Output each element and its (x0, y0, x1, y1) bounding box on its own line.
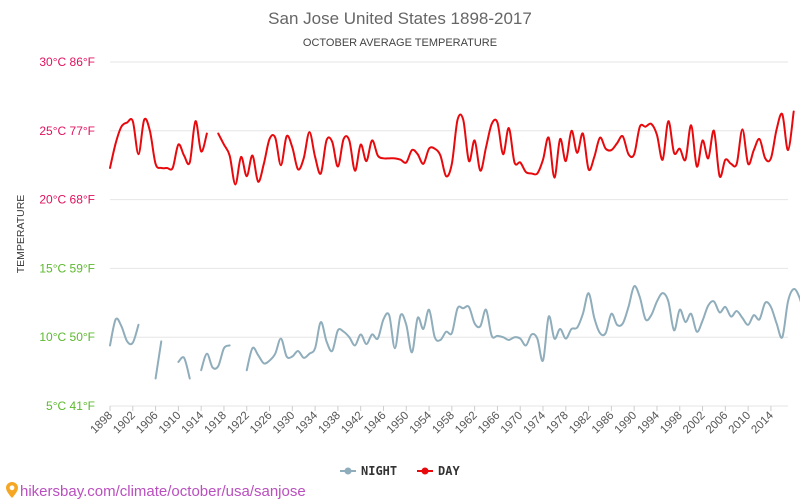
chart-subtitle: OCTOBER AVERAGE TEMPERATURE (303, 37, 497, 49)
series-line-night (109, 317, 140, 347)
location-pin-icon (6, 482, 18, 498)
x-tick-label: 1906 (134, 410, 161, 437)
x-tick-label: 1998 (658, 410, 685, 437)
legend-day-label: DAY (438, 464, 460, 478)
x-tick-label: 1922 (225, 410, 252, 437)
gridlines (110, 61, 788, 407)
series-lines (109, 110, 800, 380)
legend-day-dot-icon (421, 467, 429, 475)
x-tick-label: 1902 (111, 410, 138, 437)
y-tick-label: 30°C 86°F (39, 55, 95, 69)
x-tick-label: 1930 (271, 410, 298, 437)
series-line-night (200, 344, 231, 372)
x-tick-label: 2010 (727, 410, 754, 437)
y-axis-ticks: 30°C 86°F 25°C 77°F 20°C 68°F 15°C 59°F 10°C… (39, 55, 95, 413)
x-tick-label: 1954 (408, 409, 435, 436)
x-tick-label: 1946 (362, 410, 389, 437)
legend-night-dot-icon (344, 467, 352, 475)
x-tick-label: 1966 (476, 410, 503, 437)
x-tick-label: 1942 (339, 410, 366, 437)
y-tick-label: 25°C 77°F (39, 124, 95, 138)
source-link[interactable]: hikersbay.com/climate/october/usa/sanjos… (6, 482, 306, 500)
x-tick-label: 2014 (749, 409, 776, 436)
x-tick-label: 1938 (316, 410, 343, 437)
x-tick-label: 2006 (704, 410, 731, 437)
x-axis-ticks: 1898190219061910191419181922192619301934… (89, 406, 776, 437)
x-tick-label: 1918 (202, 410, 229, 437)
x-tick-label: 1914 (180, 409, 207, 436)
y-tick-label: 20°C 68°F (39, 193, 95, 207)
x-tick-label: 1990 (613, 410, 640, 437)
series-line-night (177, 356, 191, 380)
x-tick-label: 1898 (89, 410, 116, 437)
y-tick-label: 15°C 59°F (39, 261, 95, 275)
x-tick-label: 1978 (544, 410, 571, 437)
series-line-night (245, 285, 800, 372)
legend: NIGHT DAY (340, 464, 460, 478)
x-tick-label: 1982 (567, 410, 594, 437)
series-line-night (154, 340, 163, 380)
y-tick-label: 5°C 41°F (46, 399, 95, 413)
x-tick-label: 1962 (453, 410, 480, 437)
x-tick-label: 1974 (522, 409, 549, 436)
chart-title: San Jose United States 1898-2017 (268, 9, 532, 28)
series-day (109, 110, 795, 186)
legend-night-label: NIGHT (361, 464, 397, 478)
x-tick-label: 1934 (294, 409, 321, 436)
legend-item-day[interactable]: DAY (417, 464, 460, 478)
x-tick-label: 1958 (430, 410, 457, 437)
series-night (109, 285, 800, 380)
x-tick-label: 1970 (499, 410, 526, 437)
x-tick-label: 1926 (248, 410, 275, 437)
x-tick-label: 1950 (385, 410, 412, 437)
y-tick-label: 10°C 50°F (39, 330, 95, 344)
x-tick-label: 1994 (635, 409, 662, 436)
x-tick-label: 2002 (681, 410, 708, 437)
series-line-day (217, 110, 795, 186)
source-url: hikersbay.com/climate/october/usa/sanjos… (20, 483, 306, 500)
legend-item-night[interactable]: NIGHT (340, 464, 397, 478)
x-tick-label: 1986 (590, 410, 617, 437)
series-line-day (109, 117, 208, 171)
x-tick-label: 1910 (157, 410, 184, 437)
y-axis-title: TEMPERATURE (15, 195, 27, 274)
